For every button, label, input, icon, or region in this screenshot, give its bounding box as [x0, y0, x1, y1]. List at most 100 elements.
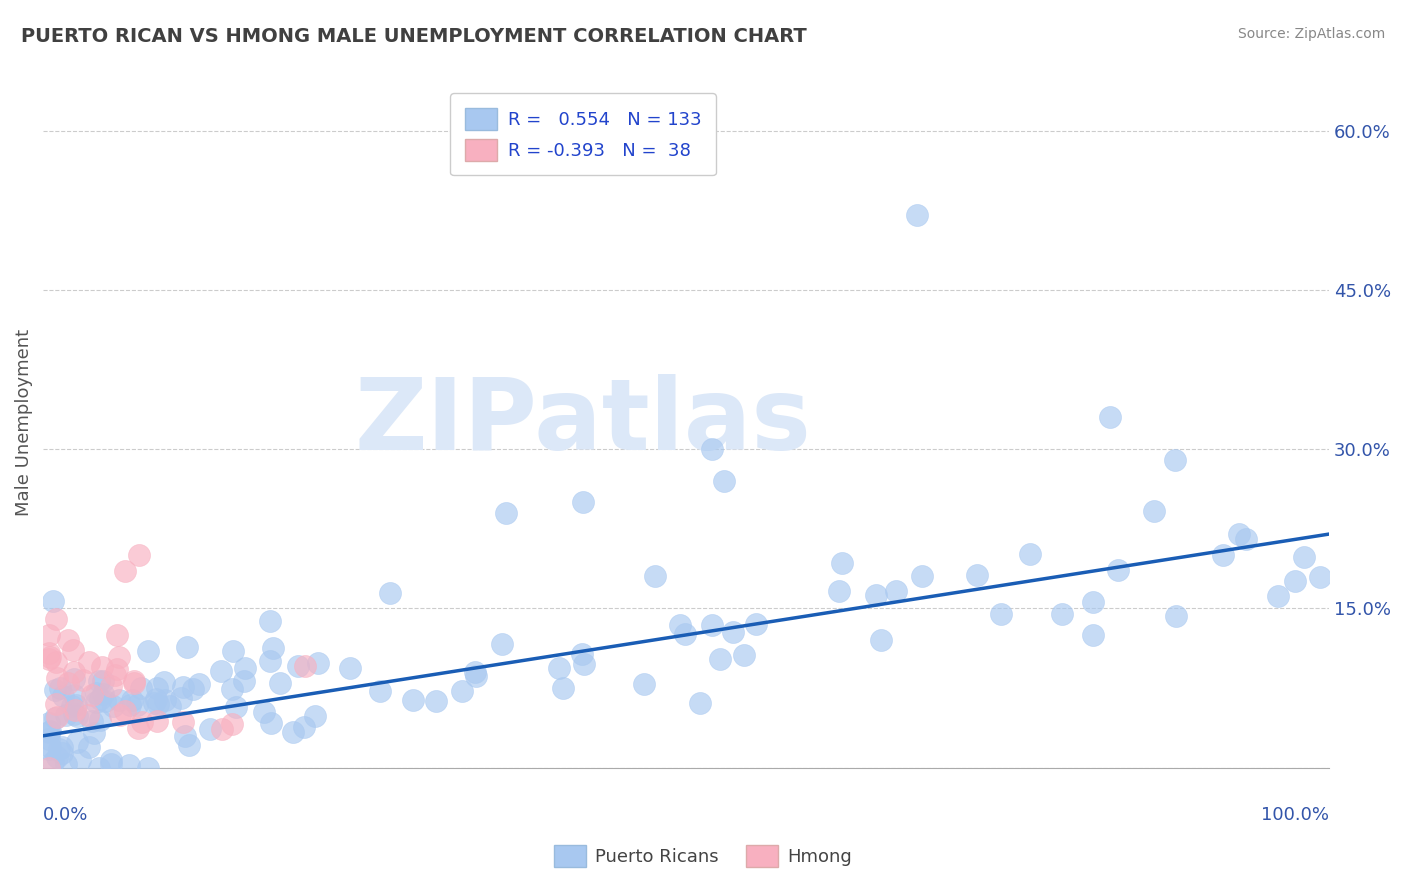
Point	[700, 442, 723, 456]
Point	[69, 753, 91, 767]
Point	[828, 583, 851, 598]
Point	[77, 656, 100, 670]
Point	[38, 650, 60, 665]
Text: PUERTO RICAN VS HMONG MALE UNEMPLOYMENT CORRELATION CHART: PUERTO RICAN VS HMONG MALE UNEMPLOYMENT …	[21, 27, 807, 45]
Point	[1019, 548, 1042, 562]
Point	[1050, 607, 1073, 621]
Point	[44, 711, 66, 725]
Point	[121, 693, 143, 707]
Point	[269, 676, 291, 690]
Point	[66, 735, 89, 749]
Point	[104, 668, 127, 682]
Point	[38, 725, 60, 739]
Point	[94, 693, 117, 707]
Point	[211, 722, 233, 736]
Point	[308, 656, 330, 670]
Point	[173, 729, 195, 743]
Point	[911, 569, 934, 583]
Point	[259, 654, 281, 668]
Point	[172, 714, 194, 729]
Point	[233, 661, 256, 675]
Point	[225, 700, 247, 714]
Point	[63, 673, 86, 687]
Point	[52, 690, 75, 704]
Point	[55, 757, 77, 772]
Point	[689, 696, 711, 710]
Point	[38, 742, 60, 756]
Point	[122, 674, 145, 689]
Point	[38, 761, 60, 775]
Point	[402, 693, 425, 707]
Point	[152, 675, 174, 690]
Point	[84, 694, 107, 708]
Point	[114, 704, 136, 718]
Point	[292, 720, 315, 734]
Point	[176, 640, 198, 654]
Point	[1234, 532, 1257, 546]
Point	[62, 706, 84, 721]
Point	[1083, 595, 1105, 609]
Point	[45, 612, 67, 626]
Point	[45, 697, 67, 711]
Text: 100.0%: 100.0%	[1261, 805, 1329, 823]
Point	[571, 647, 593, 661]
Point	[668, 618, 690, 632]
Point	[700, 617, 723, 632]
Point	[125, 698, 148, 712]
Point	[709, 651, 731, 665]
Point	[100, 757, 122, 772]
Point	[63, 703, 86, 717]
Point	[831, 557, 853, 571]
Point	[170, 690, 193, 705]
Point	[870, 632, 893, 647]
Point	[572, 657, 595, 671]
Text: ZIPatlas: ZIPatlas	[354, 374, 811, 471]
Point	[38, 652, 60, 666]
Point	[1099, 410, 1122, 425]
Point	[136, 761, 159, 775]
Point	[55, 708, 77, 723]
Point	[633, 677, 655, 691]
Point	[260, 716, 283, 731]
Point	[425, 693, 447, 707]
Point	[44, 683, 66, 698]
Point	[233, 673, 256, 688]
Point	[38, 724, 60, 739]
Point	[84, 686, 107, 700]
Point	[38, 646, 60, 660]
Point	[83, 725, 105, 739]
Point	[42, 755, 65, 769]
Point	[108, 649, 131, 664]
Point	[58, 633, 80, 648]
Point	[1284, 574, 1306, 588]
Point	[39, 739, 62, 754]
Point	[287, 659, 309, 673]
Point	[990, 607, 1012, 621]
Point	[77, 707, 100, 722]
Point	[145, 692, 167, 706]
Point	[380, 585, 402, 599]
Point	[46, 710, 69, 724]
Point	[1081, 628, 1104, 642]
Point	[905, 209, 928, 223]
Point	[281, 724, 304, 739]
Point	[42, 594, 65, 608]
Point	[122, 676, 145, 690]
Point	[159, 698, 181, 713]
Point	[966, 567, 988, 582]
Point	[108, 708, 131, 723]
Point	[105, 662, 128, 676]
Point	[114, 564, 136, 578]
Point	[713, 474, 735, 488]
Text: 0.0%: 0.0%	[42, 805, 89, 823]
Point	[51, 740, 73, 755]
Point	[128, 549, 150, 563]
Point	[58, 675, 80, 690]
Point	[80, 714, 103, 728]
Point	[1309, 570, 1331, 584]
Point	[1267, 590, 1289, 604]
Point	[1143, 504, 1166, 518]
Point	[107, 693, 129, 707]
Point	[118, 758, 141, 772]
Point	[188, 677, 211, 691]
